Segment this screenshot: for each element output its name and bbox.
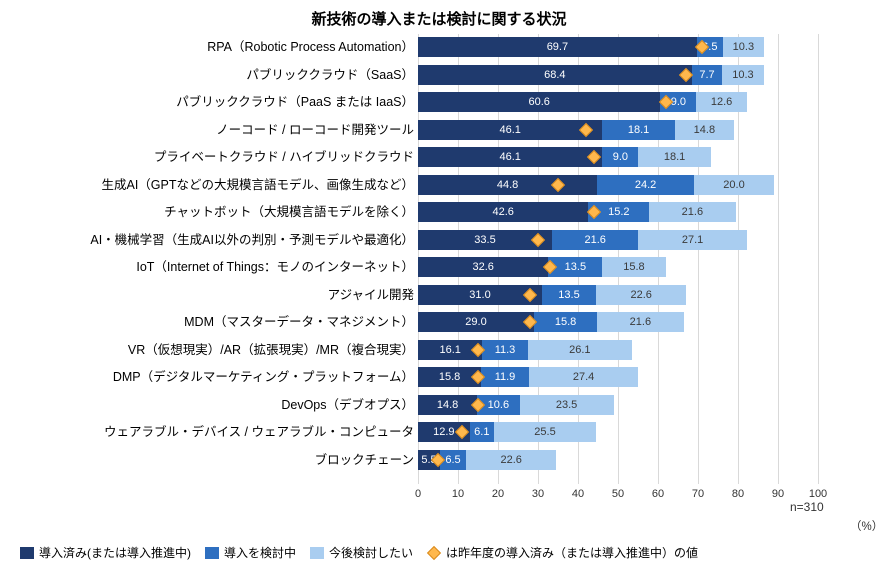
bar-segment: 9.0	[602, 147, 638, 167]
bar-segment: 26.1	[528, 340, 632, 360]
bar-segment: 29.0	[418, 312, 534, 332]
bar-segment: 24.2	[597, 175, 694, 195]
x-tick-label: 80	[732, 488, 744, 500]
x-tick-label: 60	[652, 488, 664, 500]
bar-segment: 42.6	[418, 202, 588, 222]
bar-segment: 10.3	[722, 65, 763, 85]
bar-segment: 46.1	[418, 147, 602, 167]
chart-row: AI・機械学習（生成AI以外の判別・予測モデルや最適化）33.521.627.1	[0, 227, 878, 253]
category-label: ブロックチェーン	[4, 447, 414, 473]
category-label: VR（仮想現実）/AR（拡張現実）/MR（複合現実）	[4, 337, 414, 363]
bar-segment: 27.4	[529, 367, 639, 387]
bar-segment: 46.1	[418, 120, 602, 140]
bar-segment: 18.1	[602, 120, 674, 140]
x-tick-label: 0	[415, 488, 421, 500]
chart-title: 新技術の導入または検討に関する状況	[0, 0, 878, 35]
category-label: DevOps（デブオプス）	[4, 392, 414, 418]
category-label: MDM（マスターデータ・マネジメント）	[4, 309, 414, 335]
bar-segment: 60.6	[418, 92, 660, 112]
legend-swatch-2	[310, 547, 324, 559]
sample-size-label: n=310	[790, 500, 824, 514]
chart-row: チャットボット（大規模言語モデルを除く）42.615.221.6	[0, 199, 878, 225]
x-tick-label: 50	[612, 488, 624, 500]
legend-swatch-1	[205, 547, 219, 559]
chart-row: パブリッククラウド（SaaS）68.47.710.3	[0, 62, 878, 88]
category-label: チャットボット（大規模言語モデルを除く）	[4, 199, 414, 225]
legend-item-0: 導入済み(または導入推進中)	[20, 544, 191, 561]
category-label: DMP（デジタルマーケティング・プラットフォーム）	[4, 364, 414, 390]
legend-label-1: 導入を検討中	[224, 544, 296, 561]
chart-row: ウェアラブル・デバイス / ウェアラブル・コンピュータ12.96.125.5	[0, 419, 878, 445]
chart-row: RPA（Robotic Process Automation）69.76.510…	[0, 34, 878, 60]
x-tick-label: 40	[572, 488, 584, 500]
chart-row: アジャイル開発31.013.522.6	[0, 282, 878, 308]
bar-segment: 27.1	[638, 230, 746, 250]
x-tick-label: 20	[492, 488, 504, 500]
chart-row: プライベートクラウド / ハイブリッドクラウド46.19.018.1	[0, 144, 878, 170]
bar-segment: 11.3	[482, 340, 527, 360]
x-tick-label: 90	[772, 488, 784, 500]
bar-segment: 22.6	[466, 450, 556, 470]
bar-segment: 32.6	[418, 257, 548, 277]
legend-item-1: 導入を検討中	[205, 544, 296, 561]
category-label: パブリッククラウド（SaaS）	[4, 62, 414, 88]
legend-label-2: 今後検討したい	[329, 544, 413, 561]
x-tick-label: 30	[532, 488, 544, 500]
category-label: プライベートクラウド / ハイブリッドクラウド	[4, 144, 414, 170]
x-tick-label: 70	[692, 488, 704, 500]
bar-segment: 6.1	[470, 422, 494, 442]
category-label: ウェアラブル・デバイス / ウェアラブル・コンピュータ	[4, 419, 414, 445]
x-tick-label: 10	[452, 488, 464, 500]
bar-segment: 21.6	[649, 202, 735, 222]
bar-segment: 11.9	[481, 367, 529, 387]
bar-segment: 12.6	[696, 92, 746, 112]
chart-row: 生成AI（GPTなどの大規模言語モデル、画像生成など）44.824.220.0	[0, 172, 878, 198]
bar-segment: 69.7	[418, 37, 697, 57]
legend-item-2: 今後検討したい	[310, 544, 413, 561]
bar-segment: 18.1	[638, 147, 710, 167]
legend-marker-icon	[427, 545, 441, 559]
chart-row: DevOps（デブオプス）14.810.623.5	[0, 392, 878, 418]
bar-segment: 25.5	[494, 422, 596, 442]
x-axis-unit: （%）	[850, 518, 878, 534]
chart-row: VR（仮想現実）/AR（拡張現実）/MR（複合現実）16.111.326.1	[0, 337, 878, 363]
bar-segment: 44.8	[418, 175, 597, 195]
chart-row: パブリッククラウド（PaaS または IaaS）60.69.012.6	[0, 89, 878, 115]
category-label: 生成AI（GPTなどの大規模言語モデル、画像生成など）	[4, 172, 414, 198]
bar-segment: 21.6	[552, 230, 638, 250]
bar-segment: 14.8	[418, 395, 477, 415]
category-label: パブリッククラウド（PaaS または IaaS）	[4, 89, 414, 115]
chart-row: ブロックチェーン5.56.522.6	[0, 447, 878, 473]
category-label: RPA（Robotic Process Automation）	[4, 34, 414, 60]
legend-label-marker: は昨年度の導入済み（または導入推進中）の値	[446, 544, 698, 561]
legend-swatch-0	[20, 547, 34, 559]
bar-segment: 68.4	[418, 65, 692, 85]
chart-row: IoT（Internet of Things：モノのインターネット）32.613…	[0, 254, 878, 280]
bar-segment: 15.8	[534, 312, 597, 332]
bar-segment: 21.6	[597, 312, 683, 332]
category-label: ノーコード / ローコード開発ツール	[4, 117, 414, 143]
bar-segment: 7.7	[692, 65, 723, 85]
category-label: IoT（Internet of Things：モノのインターネット）	[4, 254, 414, 280]
category-label: AI・機械学習（生成AI以外の判別・予測モデルや最適化）	[4, 227, 414, 253]
chart-row: DMP（デジタルマーケティング・プラットフォーム）15.811.927.4	[0, 364, 878, 390]
bar-segment: 14.8	[675, 120, 734, 140]
bar-segment: 13.5	[542, 285, 596, 305]
bar-segment: 20.0	[694, 175, 774, 195]
bar-segment: 15.8	[602, 257, 665, 277]
category-label: アジャイル開発	[4, 282, 414, 308]
chart-row: ノーコード / ローコード開発ツール46.118.114.8	[0, 117, 878, 143]
legend-label-0: 導入済み(または導入推進中)	[39, 544, 191, 561]
chart-row: MDM（マスターデータ・マネジメント）29.015.821.6	[0, 309, 878, 335]
legend: 導入済み(または導入推進中) 導入を検討中 今後検討したい は昨年度の導入済み（…	[20, 544, 860, 561]
bar-segment: 10.3	[723, 37, 764, 57]
legend-item-marker: は昨年度の導入済み（または導入推進中）の値	[427, 544, 698, 561]
bar-segment: 23.5	[520, 395, 614, 415]
bar-segment: 22.6	[596, 285, 686, 305]
chart-area: RPA（Robotic Process Automation）69.76.510…	[0, 34, 878, 514]
x-tick-label: 100	[809, 488, 827, 500]
